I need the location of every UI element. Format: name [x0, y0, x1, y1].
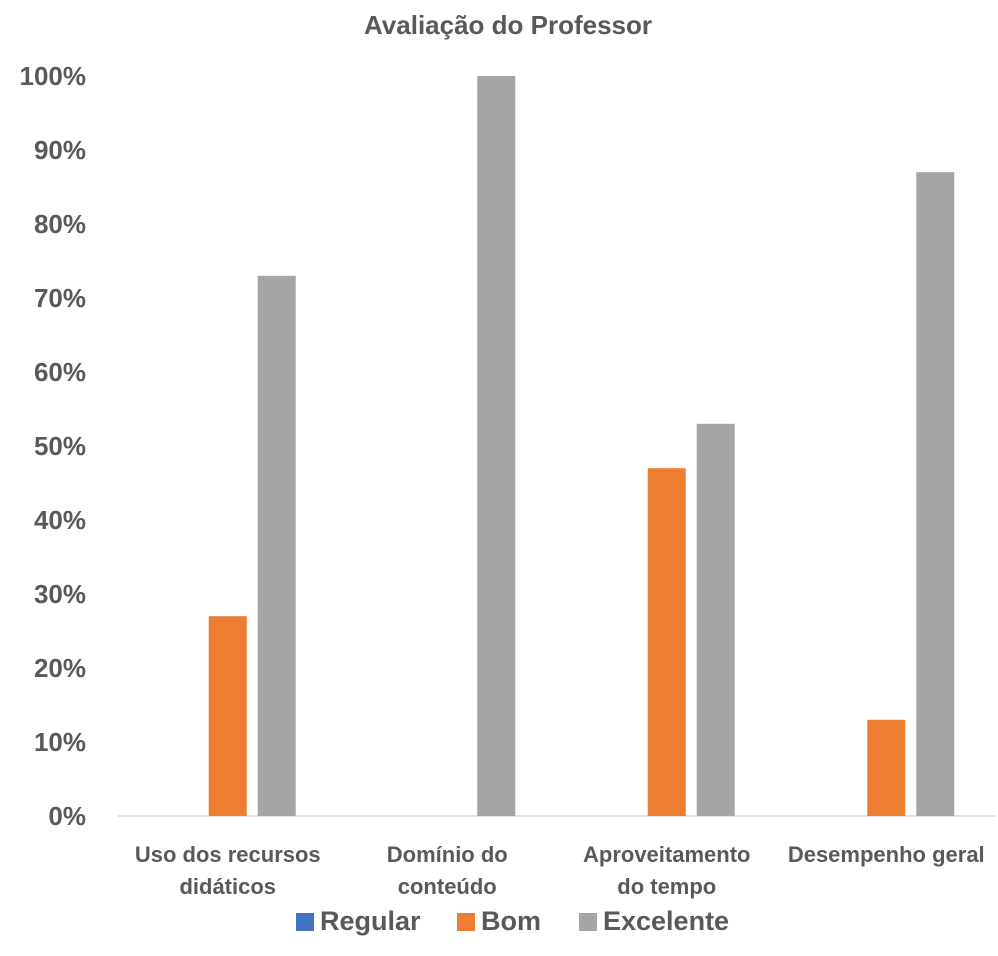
bar-excelente: [257, 275, 296, 816]
series-excelente: [257, 76, 955, 816]
bar-excelente: [696, 423, 735, 816]
x-category-label: Domínio do conteúdo: [387, 842, 508, 899]
bar-bom: [208, 616, 247, 816]
bar-bom: [647, 468, 686, 816]
chart-title: Avaliação do Professor: [364, 10, 652, 40]
x-category-label: Uso dos recursos didáticos: [135, 842, 321, 899]
y-axis-tick-labels: 0% 10% 20% 30% 40% 50% 60% 70% 80% 90% 100%: [20, 61, 87, 831]
x-axis-category-labels: Uso dos recursos didáticos Domínio do conte…: [135, 842, 985, 899]
legend-swatch-excelente: [579, 913, 597, 931]
bar-excelente: [477, 76, 516, 816]
y-tick-label: 50%: [34, 431, 86, 461]
legend-swatch-bom: [457, 913, 475, 931]
x-category-label: Aproveitamento do tempo: [583, 842, 750, 899]
y-tick-label: 90%: [34, 135, 86, 165]
y-tick-label: 100%: [20, 61, 87, 91]
y-tick-label: 30%: [34, 579, 86, 609]
x-category-label: Desempenho geral: [788, 842, 985, 867]
bar-series-group: [208, 76, 955, 816]
y-tick-label: 40%: [34, 505, 86, 535]
bar-bom: [867, 719, 906, 816]
y-tick-label: 80%: [34, 209, 86, 239]
legend-label-excelente: Excelente: [603, 906, 729, 936]
y-tick-label: 70%: [34, 283, 86, 313]
legend: Regular Bom Excelente: [296, 906, 729, 936]
series-bom: [208, 468, 906, 816]
y-tick-label: 60%: [34, 357, 86, 387]
y-tick-label: 10%: [34, 727, 86, 757]
bar-excelente: [916, 172, 955, 816]
legend-label-regular: Regular: [320, 906, 421, 936]
y-tick-label: 20%: [34, 653, 86, 683]
legend-label-bom: Bom: [481, 906, 541, 936]
legend-swatch-regular: [296, 913, 314, 931]
y-tick-label: 0%: [48, 801, 86, 831]
